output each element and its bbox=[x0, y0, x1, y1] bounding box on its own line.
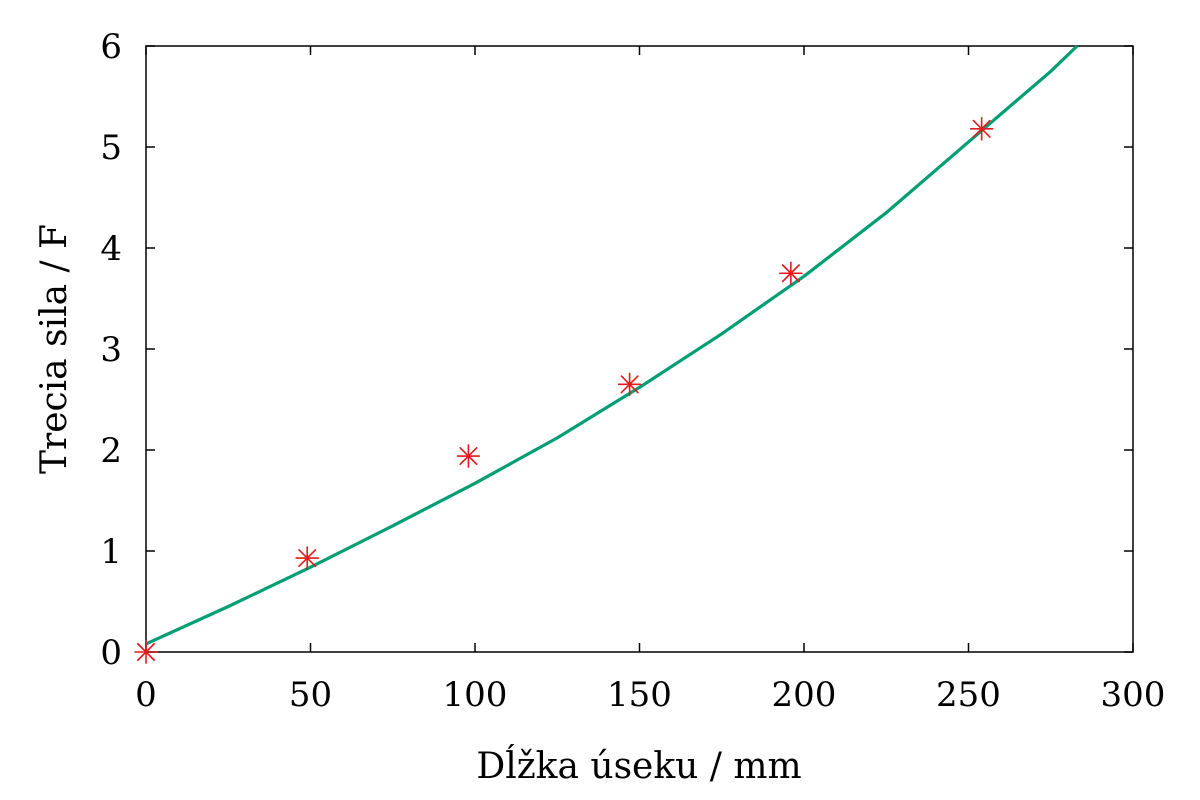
y-tick-label: 3 bbox=[100, 330, 122, 370]
data-points-group bbox=[134, 117, 994, 664]
plot-frame bbox=[145, 45, 1134, 653]
data-point-asterisk bbox=[617, 372, 642, 397]
y-tick-label: 2 bbox=[100, 431, 122, 471]
x-axis-title: Dĺžka úseku / mm bbox=[476, 745, 801, 787]
fit-curve-line bbox=[145, 44, 1079, 646]
axis-ticks bbox=[145, 45, 1134, 653]
y-tick-label: 5 bbox=[100, 128, 122, 168]
y-tick-labels: 0 1 2 3 4 5 6 bbox=[100, 27, 122, 673]
data-point-asterisk bbox=[295, 546, 320, 570]
x-tick-label: 0 bbox=[135, 675, 157, 715]
x-tick-label: 100 bbox=[443, 675, 508, 715]
x-tick-label: 300 bbox=[1101, 675, 1166, 715]
x-tick-label: 150 bbox=[607, 675, 672, 715]
fit-curve-group bbox=[145, 44, 1079, 646]
y-axis-title: Trecia sila / F bbox=[34, 224, 75, 474]
data-point-asterisk bbox=[134, 640, 158, 664]
x-tick-label: 250 bbox=[936, 675, 1001, 715]
data-point-asterisk bbox=[779, 261, 803, 286]
y-tick-label: 1 bbox=[100, 532, 122, 572]
y-tick-label: 0 bbox=[100, 633, 122, 673]
x-tick-labels: 0 50 100 150 200 250 300 bbox=[135, 675, 1165, 715]
data-point-asterisk bbox=[456, 444, 481, 468]
x-tick-label: 200 bbox=[772, 675, 837, 715]
data-point-asterisk bbox=[969, 117, 994, 141]
y-tick-label: 4 bbox=[100, 229, 122, 269]
y-tick-label: 6 bbox=[100, 27, 122, 67]
x-tick-label: 50 bbox=[289, 675, 332, 715]
